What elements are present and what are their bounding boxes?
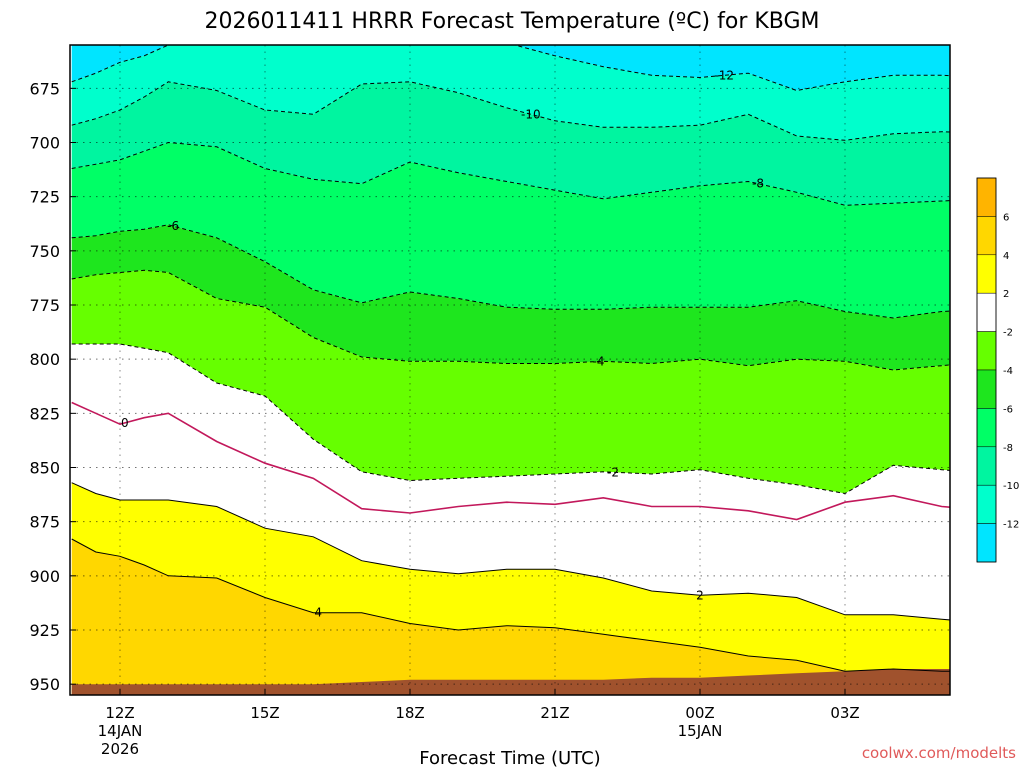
legend-swatch — [976, 523, 997, 563]
contour-label: -8 — [752, 177, 764, 191]
legend-swatch — [976, 177, 997, 217]
legend-label: -2 — [1003, 328, 1013, 339]
contour-line — [71, 538, 950, 672]
chart-title: 2026011411 HRRR Forecast Temperature (ºC… — [204, 9, 819, 34]
x-tick-date: 15JAN — [678, 722, 723, 740]
x-tick-year: 2026 — [101, 740, 139, 758]
temperature-band — [71, 45, 950, 91]
contour-label: 2 — [696, 588, 704, 602]
y-tick-label: 900 — [29, 567, 60, 586]
x-tick-label: 18Z — [395, 704, 424, 722]
y-tick-label: 875 — [29, 513, 60, 532]
legend-label: -6 — [1003, 404, 1013, 415]
temperature-band — [71, 539, 950, 695]
y-tick-label: 850 — [29, 459, 60, 478]
temperature-band — [71, 142, 950, 318]
y-axis: 675 700 725 750 775 800 825 850 875 900 925 950 — [29, 79, 76, 694]
contour-line — [71, 343, 950, 495]
legend-frame — [976, 177, 997, 563]
contour-line — [71, 141, 950, 206]
x-tick-label: 12Z — [105, 704, 134, 722]
contour-line — [71, 482, 950, 621]
temperature-band — [71, 270, 950, 494]
temperature-band — [71, 224, 950, 370]
plot-frame — [69, 44, 951, 696]
legend-label: 4 — [1003, 251, 1009, 262]
ground-surface — [71, 669, 950, 695]
x-tick-date: 14JAN — [98, 722, 143, 740]
legend-label: 6 — [1003, 212, 1009, 223]
legend-label: -12 — [1003, 520, 1019, 531]
y-tick-label: 700 — [29, 134, 60, 153]
contour-line — [71, 45, 950, 92]
legend-label: -4 — [1003, 366, 1013, 377]
contour-lines: -12 -10 -8 -6 -4 -2 0 2 4 — [71, 45, 950, 672]
contour-line — [71, 224, 950, 319]
temperature-band — [71, 45, 950, 141]
x-tick-label: 00Z — [685, 704, 714, 722]
contour-label: 0 — [121, 416, 129, 430]
legend-swatch — [976, 331, 997, 371]
y-tick-label: 825 — [29, 404, 60, 423]
temperature-band — [71, 482, 950, 672]
legend-colorbar: 6 4 2 -2 -4 -6 -8 -10 -12 — [976, 177, 1019, 563]
legend-swatch — [976, 216, 997, 256]
legend-swatch — [976, 369, 997, 409]
legend-swatch — [976, 484, 997, 524]
contour-label: -10 — [521, 107, 541, 121]
legend-swatch — [976, 292, 997, 332]
x-tick-label: 03Z — [830, 704, 859, 722]
temperature-band — [71, 402, 950, 620]
contour-line — [71, 269, 950, 371]
contour-label: -12 — [714, 68, 734, 82]
y-tick-label: 750 — [29, 242, 60, 261]
legend-swatch — [976, 446, 997, 486]
y-tick-label: 950 — [29, 675, 60, 694]
y-tick-label: 725 — [29, 188, 60, 207]
temperature-band — [71, 344, 950, 520]
legend-label: -10 — [1003, 481, 1019, 492]
legend-label: -8 — [1003, 443, 1013, 454]
y-tick-label: 800 — [29, 350, 60, 369]
y-tick-label: 775 — [29, 296, 60, 315]
contour-label: -6 — [167, 219, 179, 233]
legend-swatch — [976, 254, 997, 294]
legend-label: 2 — [1003, 289, 1009, 300]
x-tick-label: 15Z — [250, 704, 279, 722]
contour-label: -4 — [593, 355, 605, 369]
grid-lines — [70, 45, 950, 695]
contour-line — [71, 401, 950, 521]
legend-swatch — [976, 408, 997, 448]
credit-text: coolwx.com/modelts — [862, 744, 1016, 762]
contour-label: 4 — [314, 606, 322, 620]
contour-label: -2 — [607, 465, 619, 479]
x-tick-label: 21Z — [540, 704, 569, 722]
x-axis-title: Forecast Time (UTC) — [419, 748, 600, 768]
y-tick-label: 925 — [29, 621, 60, 640]
contour-line — [71, 81, 950, 141]
y-tick-label: 675 — [29, 79, 60, 98]
plot-area — [71, 45, 950, 695]
